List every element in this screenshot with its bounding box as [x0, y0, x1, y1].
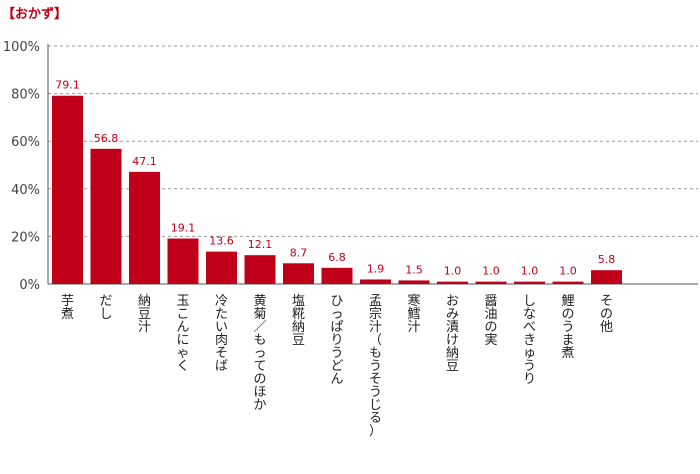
chart-title: 【おかず】: [2, 7, 68, 22]
x-tick-label: おみ漬け納豆: [446, 294, 459, 374]
data-label: 5.8: [598, 253, 616, 266]
data-label: 1.0: [521, 265, 539, 278]
bar: [552, 281, 584, 284]
x-tick-label: しなべきゅうり: [523, 294, 536, 387]
y-tick-label: 40%: [11, 183, 40, 198]
data-label: 6.8: [328, 251, 346, 264]
bar: [283, 263, 314, 284]
bar: [591, 270, 622, 284]
data-label: 1.5: [405, 263, 423, 276]
data-label: 56.8: [94, 132, 119, 145]
bar: [52, 95, 83, 284]
data-label: 12.1: [248, 238, 273, 251]
x-tick-label: 玉こんにゃく: [176, 294, 189, 374]
x-tick-label: その他: [600, 294, 613, 335]
bar: [360, 279, 391, 284]
data-label: 79.1: [55, 79, 80, 92]
data-label: 13.6: [209, 235, 234, 248]
data-label: 47.1: [132, 155, 157, 168]
x-tick-label: だし: [99, 294, 112, 322]
x-tick-label: 黄菊／もってのほか: [253, 294, 266, 413]
bar: [244, 255, 276, 284]
x-tick-label: 孟宗汁（もうそうじる）: [369, 294, 382, 439]
bar: [129, 171, 160, 284]
data-label: 8.7: [290, 246, 308, 259]
bar: [475, 281, 507, 284]
bar: [398, 280, 430, 284]
bar: [514, 281, 545, 284]
x-tick-label: 塩糀納豆: [292, 294, 305, 348]
bar: [206, 251, 237, 284]
bar: [437, 281, 468, 284]
x-tick-label: 鯉のうま煮: [561, 294, 574, 361]
x-tick-label: ひっぱりうどん: [330, 294, 343, 387]
bar: [90, 148, 122, 284]
y-tick-label: 20%: [11, 230, 40, 245]
data-label: 1.9: [367, 262, 385, 275]
data-label: 1.0: [482, 265, 500, 278]
x-tick-label: 冷たい肉そば: [215, 294, 228, 374]
y-tick-label: 100%: [3, 40, 40, 55]
bar: [321, 267, 353, 284]
x-tick-label: 寒鱈汁: [407, 293, 420, 335]
x-tick-label: 芋煮: [61, 294, 74, 322]
y-tick-label: 60%: [11, 135, 40, 150]
y-tick-label: 0%: [19, 278, 40, 293]
data-label: 1.0: [444, 265, 462, 278]
x-tick-label: 醤油の実: [484, 294, 497, 348]
data-label: 1.0: [559, 265, 577, 278]
x-tick-label: 納豆汁: [138, 294, 151, 335]
y-tick-label: 80%: [11, 88, 40, 103]
bar: [167, 238, 199, 284]
data-label: 19.1: [171, 222, 196, 235]
